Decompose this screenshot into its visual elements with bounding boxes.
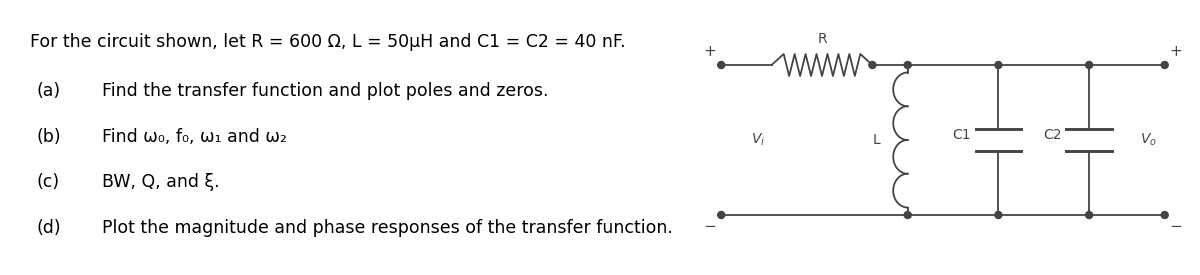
Text: +: + (1170, 44, 1182, 59)
Circle shape (1086, 211, 1093, 219)
Circle shape (718, 62, 725, 68)
Text: (a): (a) (36, 82, 60, 100)
Text: Find ω₀, f₀, ω₁ and ω₂: Find ω₀, f₀, ω₁ and ω₂ (102, 128, 287, 146)
Text: (d): (d) (36, 219, 61, 236)
Text: $V_o$: $V_o$ (1140, 132, 1157, 148)
Text: $V_i$: $V_i$ (751, 132, 766, 148)
Circle shape (718, 211, 725, 219)
Circle shape (904, 62, 911, 68)
Circle shape (1086, 62, 1093, 68)
Circle shape (995, 62, 1002, 68)
Text: C1: C1 (952, 128, 971, 142)
Text: Find the transfer function and plot poles and zeros.: Find the transfer function and plot pole… (102, 82, 548, 100)
Text: Plot the magnitude and phase responses of the transfer function.: Plot the magnitude and phase responses o… (102, 219, 673, 236)
Text: −: − (1170, 219, 1182, 234)
Text: +: + (703, 44, 716, 59)
Text: −: − (703, 219, 716, 234)
Circle shape (869, 62, 876, 68)
Text: For the circuit shown, let R = 600 Ω, L = 50μH and C1 = C2 = 40 nF.: For the circuit shown, let R = 600 Ω, L … (30, 33, 625, 51)
Text: (c): (c) (36, 173, 59, 191)
Text: BW, Q, and ξ.: BW, Q, and ξ. (102, 173, 220, 191)
Circle shape (1162, 62, 1169, 68)
Text: C2: C2 (1043, 128, 1062, 142)
Text: R: R (817, 32, 827, 46)
Text: (b): (b) (36, 128, 61, 146)
Circle shape (1162, 211, 1169, 219)
Text: L: L (872, 133, 880, 147)
Circle shape (995, 211, 1002, 219)
Circle shape (904, 211, 911, 219)
